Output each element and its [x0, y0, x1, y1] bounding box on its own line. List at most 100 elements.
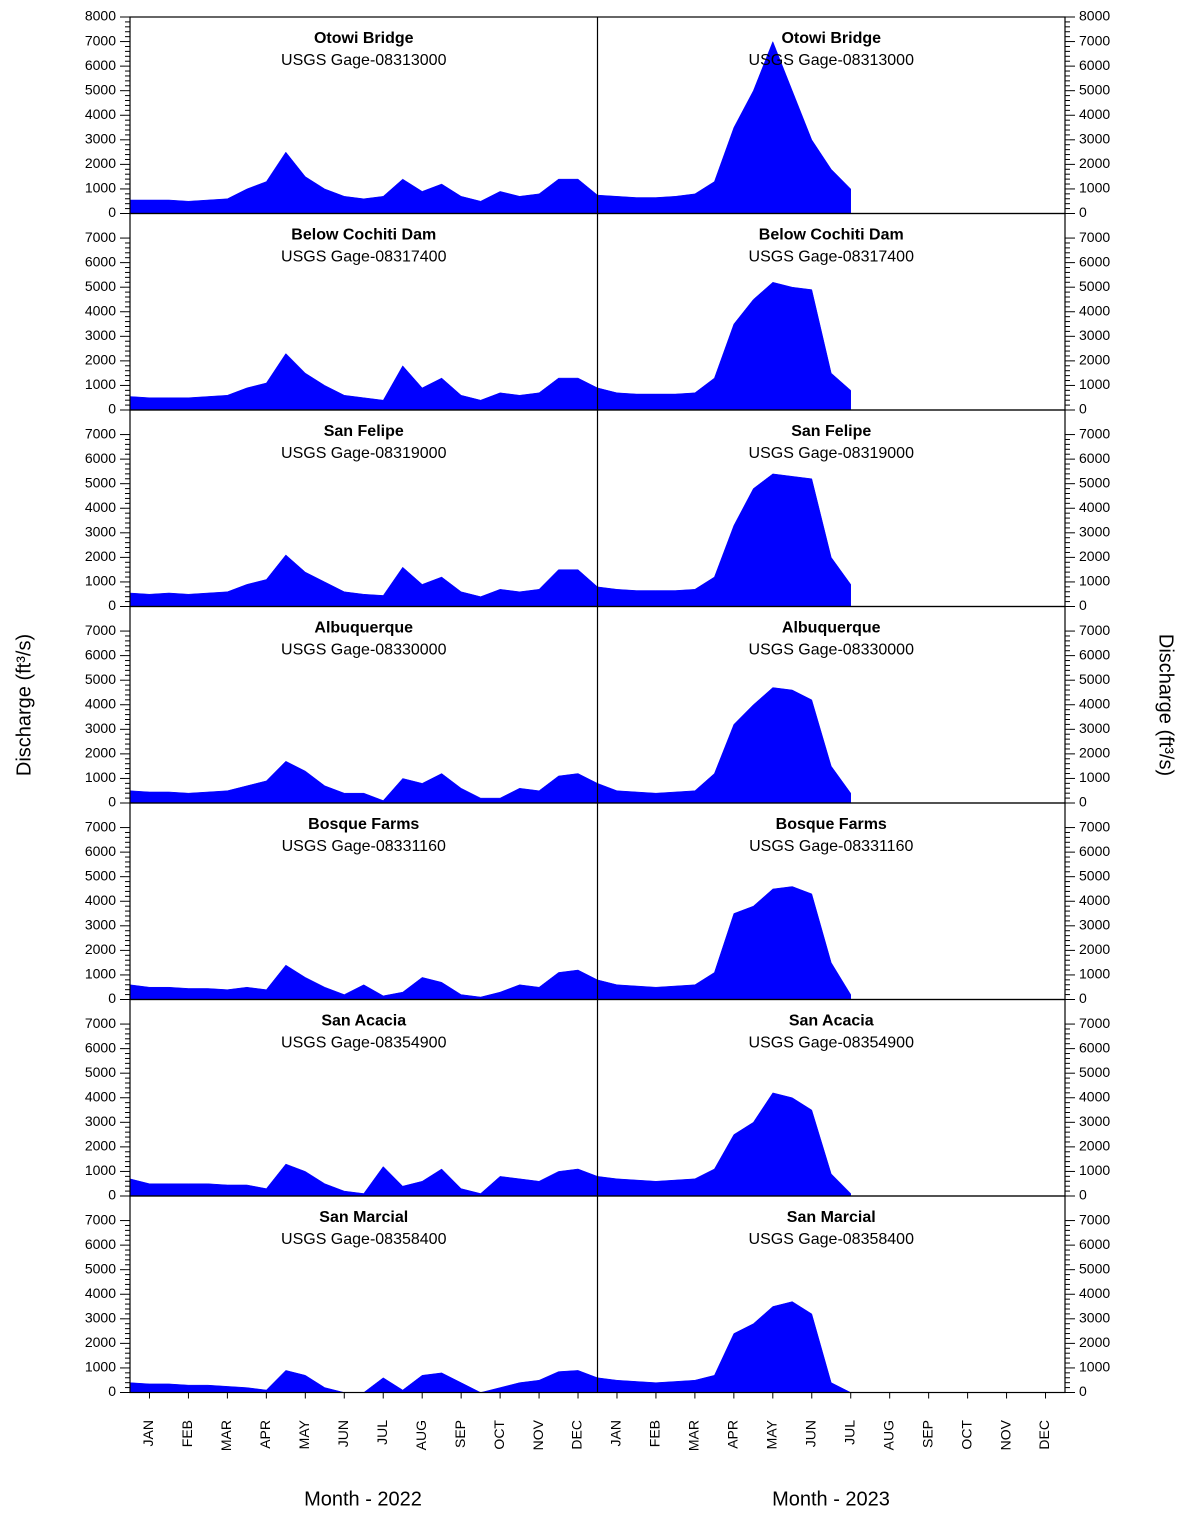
y-tick-label: 3000 — [85, 1113, 116, 1129]
y2-tick-label: 4000 — [1079, 1088, 1110, 1104]
y2-tick-label: 4000 — [1079, 695, 1110, 711]
x-tick-label: JAN — [140, 1420, 156, 1446]
y2-tick-label: 5000 — [1079, 474, 1110, 490]
y2-tick-label: 0 — [1079, 1187, 1087, 1203]
y-tick-label: 1000 — [85, 180, 116, 196]
y-tick-label: 4000 — [85, 892, 116, 908]
y2-tick-label: 2000 — [1079, 1138, 1110, 1154]
y2-tick-label: 7000 — [1079, 1211, 1110, 1227]
y-tick-label: 5000 — [85, 1064, 116, 1080]
y-tick-label: 3000 — [85, 524, 116, 540]
y2-tick-label: 2000 — [1079, 352, 1110, 368]
panel-title: Below Cochiti Dam — [759, 227, 904, 244]
panel-subtitle: USGS Gage-08354900 — [281, 1035, 447, 1052]
panel-title: Albuquerque — [314, 620, 413, 637]
y-tick-label: 0 — [108, 1383, 116, 1399]
x-tick-label: DEC — [569, 1420, 585, 1450]
y2-tick-label: 6000 — [1079, 646, 1110, 662]
y2-tick-label: 7000 — [1079, 1015, 1110, 1031]
y2-tick-label: 6000 — [1079, 450, 1110, 466]
y-tick-label: 1000 — [85, 376, 116, 392]
x-tick-label: MAR — [686, 1420, 702, 1451]
panel-subtitle: USGS Gage-08317400 — [281, 249, 447, 266]
x-tick-label: AUG — [880, 1420, 896, 1450]
y2-tick-label: 2000 — [1079, 941, 1110, 957]
y2-tick-label: 1000 — [1079, 769, 1110, 785]
x-tick-label: MAY — [764, 1419, 780, 1449]
y2-tick-label: 3000 — [1079, 327, 1110, 343]
x-tick-label: APR — [725, 1420, 741, 1449]
y-tick-label: 6000 — [85, 57, 116, 73]
x-tick-label: JUL — [841, 1420, 857, 1445]
y2-tick-label: 2000 — [1079, 1334, 1110, 1350]
y2-tick-label: 2000 — [1079, 745, 1110, 761]
y2-tick-label: 2000 — [1079, 548, 1110, 564]
x-tick-label: OCT — [491, 1420, 507, 1450]
y2-tick-label: 6000 — [1079, 843, 1110, 859]
y-tick-label: 7000 — [85, 229, 116, 245]
panel-title: San Felipe — [791, 423, 871, 440]
panel-subtitle: USGS Gage-08317400 — [749, 249, 915, 266]
y2-tick-label: 4000 — [1079, 892, 1110, 908]
y2-tick-label: 6000 — [1079, 1236, 1110, 1252]
panel-subtitle: USGS Gage-08319000 — [281, 445, 447, 462]
y2-tick-label: 0 — [1079, 204, 1087, 220]
y-tick-label: 2000 — [85, 352, 116, 368]
x-tick-label: MAY — [296, 1419, 312, 1449]
y2-tick-label: 5000 — [1079, 278, 1110, 294]
x-tick-label: AUG — [413, 1420, 429, 1450]
y2-tick-label: 7000 — [1079, 818, 1110, 834]
y2-tick-label: 4000 — [1079, 302, 1110, 318]
y2-tick-label: 7000 — [1079, 32, 1110, 48]
x-tick-label: MAR — [218, 1420, 234, 1451]
y-tick-label: 7000 — [85, 1211, 116, 1227]
panel-title: Bosque Farms — [308, 816, 419, 833]
y-tick-label: 0 — [108, 990, 116, 1006]
y2-tick-label: 5000 — [1079, 1064, 1110, 1080]
panel-title: Bosque Farms — [776, 816, 887, 833]
x-tick-label: APR — [257, 1420, 273, 1449]
x-tick-label: DEC — [1036, 1420, 1052, 1450]
x-tick-label: JUL — [374, 1420, 390, 1445]
y-tick-label: 1000 — [85, 573, 116, 589]
panel-title: San Acacia — [789, 1013, 874, 1030]
panel-subtitle: USGS Gage-08330000 — [281, 642, 447, 659]
y-tick-label: 5000 — [85, 671, 116, 687]
panel-title: San Felipe — [324, 423, 404, 440]
y2-tick-label: 5000 — [1079, 671, 1110, 687]
y-tick-label: 4000 — [85, 499, 116, 515]
x-tick-label: FEB — [647, 1420, 663, 1447]
y2-tick-label: 3000 — [1079, 1310, 1110, 1326]
y-tick-label: 2000 — [85, 941, 116, 957]
panel-subtitle: USGS Gage-08331160 — [282, 838, 446, 855]
y2-tick-label: 5000 — [1079, 867, 1110, 883]
y-tick-label: 0 — [108, 401, 116, 417]
y2-tick-label: 0 — [1079, 794, 1087, 810]
y2-tick-label: 7000 — [1079, 229, 1110, 245]
y2-tick-label: 1000 — [1079, 1359, 1110, 1375]
area — [129, 687, 851, 804]
y-tick-label: 2000 — [85, 155, 116, 171]
y2-tick-label: 8000 — [1079, 8, 1110, 24]
y2-tick-label: 3000 — [1079, 131, 1110, 147]
panel-title: Below Cochiti Dam — [291, 227, 436, 244]
y-tick-label: 6000 — [85, 1236, 116, 1252]
y-tick-label: 7000 — [85, 1015, 116, 1031]
y-tick-label: 4000 — [85, 106, 116, 122]
y-tick-label: 4000 — [85, 1088, 116, 1104]
y2-tick-label: 1000 — [1079, 573, 1110, 589]
y2-tick-label: 7000 — [1079, 425, 1110, 441]
y-tick-label: 2000 — [85, 745, 116, 761]
panel-subtitle: USGS Gage-08319000 — [749, 445, 915, 462]
y-tick-label: 3000 — [85, 327, 116, 343]
y-tick-label: 5000 — [85, 81, 116, 97]
y2-tick-label: 4000 — [1079, 499, 1110, 515]
area — [129, 281, 851, 411]
area — [129, 40, 851, 214]
y-tick-label: 0 — [108, 1187, 116, 1203]
y2-tick-label: 0 — [1079, 1383, 1087, 1399]
y2-tick-label: 1000 — [1079, 1162, 1110, 1178]
panel-subtitle: USGS Gage-08330000 — [749, 642, 915, 659]
y-tick-label: 7000 — [85, 818, 116, 834]
y-tick-label: 2000 — [85, 1138, 116, 1154]
